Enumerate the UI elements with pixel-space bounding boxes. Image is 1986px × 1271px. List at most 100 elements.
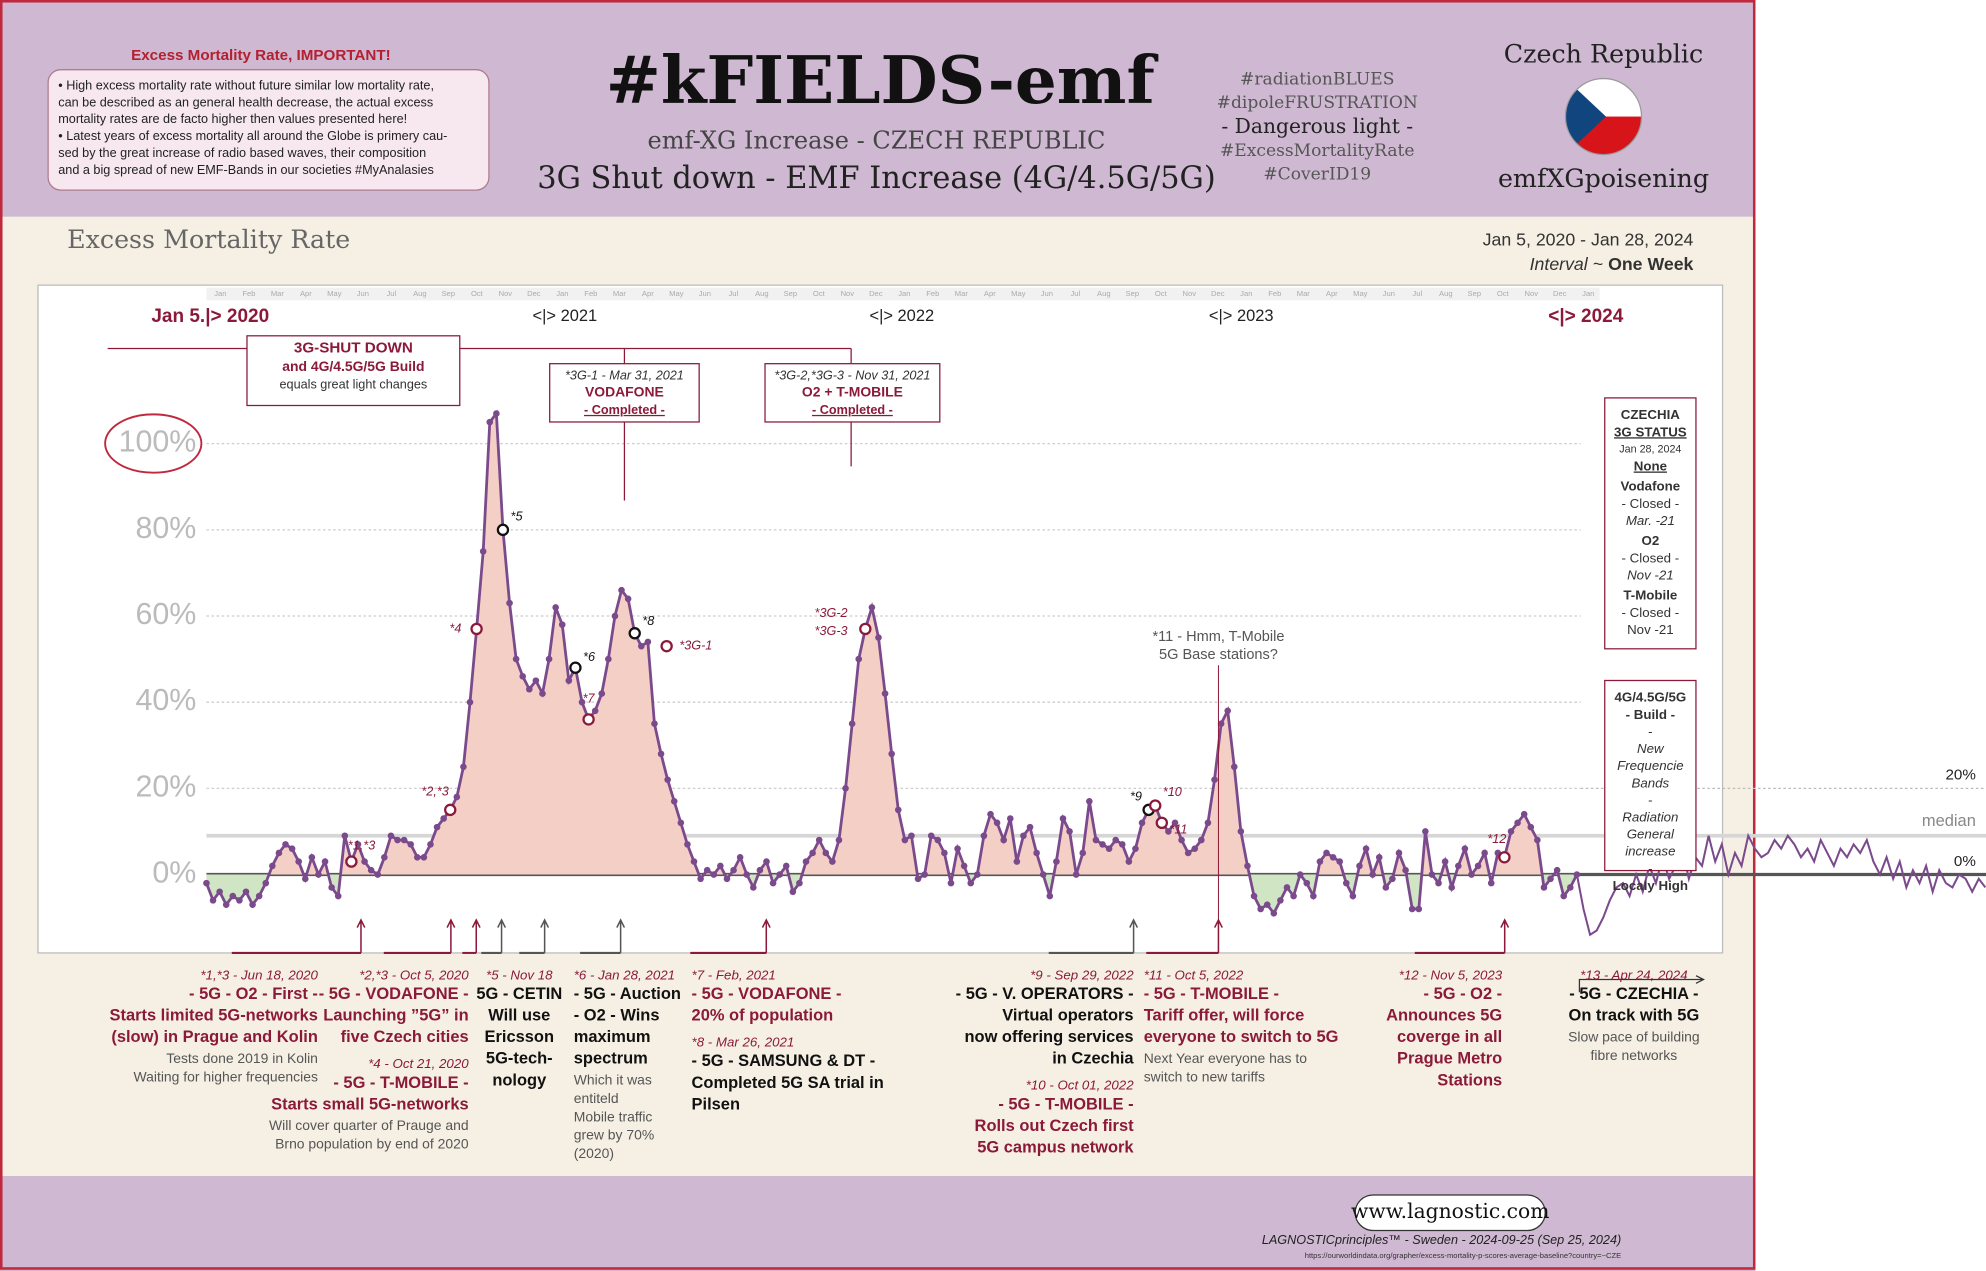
point: [1375, 853, 1383, 861]
point: [407, 841, 414, 848]
point: [427, 841, 434, 848]
point: [532, 677, 540, 684]
event-line: - 5G - T-MOBILE -: [998, 1095, 1133, 1113]
side-box-line: increase: [1625, 844, 1675, 859]
event-line: entiteld: [574, 1090, 619, 1106]
point: [1402, 866, 1409, 874]
event-line: Tariff offer, will force: [1144, 1007, 1305, 1025]
point: [1020, 832, 1027, 840]
event-line: *1,*3 - Jun 18, 2020: [200, 967, 318, 982]
month-label: Mar: [955, 289, 969, 298]
point: [1435, 879, 1442, 887]
point: [229, 892, 237, 900]
side-box-line: Frequencie: [1617, 758, 1684, 773]
point: [1283, 884, 1291, 891]
year-label: <|> 2022: [869, 307, 934, 325]
hashtag: #CoverID19: [1263, 165, 1371, 185]
event-line: Slow pace of building: [1568, 1029, 1700, 1045]
point: [875, 634, 882, 641]
point: [1198, 836, 1205, 844]
y-tick-label: 20%: [136, 769, 197, 803]
event-arrow: [616, 918, 626, 953]
event-line: *4 - Oct 21, 2020: [368, 1056, 469, 1071]
event-line: - 5G - Auction: [574, 985, 681, 1003]
side-box-line: - Build -: [1626, 707, 1675, 722]
side-box-line: -: [1648, 724, 1652, 739]
point: [1527, 823, 1535, 831]
point: [466, 698, 474, 706]
month-label: Jun: [1041, 289, 1053, 298]
event-line: Will use: [488, 1007, 550, 1025]
month-label: Jan: [214, 289, 226, 298]
box-line: 3G-SHUT DOWN: [294, 339, 413, 356]
month-label: Oct: [471, 289, 484, 298]
point: [1046, 892, 1054, 900]
point: [1415, 905, 1423, 913]
box-line: and 4G/4.5G/5G Build: [282, 358, 424, 374]
point: [1468, 871, 1475, 878]
event-line: - 5G - V. OPERATORS -: [956, 985, 1134, 1003]
point: [782, 862, 790, 870]
side-box-line: Mar. -21: [1626, 513, 1675, 528]
point: [222, 901, 230, 908]
month-label: Mar: [613, 289, 627, 298]
point: [1455, 862, 1462, 870]
point: [249, 901, 256, 908]
point: [262, 879, 270, 887]
point: [1039, 871, 1047, 878]
event-arrow: [540, 918, 550, 953]
interval-prefix: Interval ~: [1530, 254, 1603, 274]
point: [987, 810, 994, 818]
point-note: *10: [1163, 785, 1182, 799]
month-label: Oct: [813, 289, 826, 298]
highlight-point: [1155, 816, 1169, 830]
notice-line: and a big spread of new EMF-Bands in our…: [58, 163, 434, 177]
credit: LAGNOSTICprinciples™ - Sweden - 2024-09-…: [1262, 1233, 1621, 1247]
y-tick-label: 60%: [136, 597, 197, 631]
point: [829, 858, 836, 865]
point: [1086, 797, 1093, 805]
side-box-line: CZECHIA: [1621, 407, 1680, 422]
hashtag: #dipoleFRUSTRATION: [1217, 93, 1418, 113]
point: [334, 892, 342, 900]
event-line: Pilsen: [692, 1095, 740, 1113]
highlight-ellipse: [104, 413, 203, 474]
point: [776, 871, 783, 878]
point: [341, 832, 349, 840]
point: [1224, 707, 1231, 715]
point: [1290, 892, 1297, 900]
event-arrow: [356, 918, 366, 953]
event-line: *8 - Mar 26, 2021: [692, 1034, 795, 1049]
interval-value: One Week: [1608, 254, 1693, 274]
highlight-point: [569, 661, 582, 674]
highlight-point: [345, 855, 358, 868]
point: [1059, 815, 1067, 822]
point: [743, 871, 751, 878]
event-line: Rolls out Czech first: [975, 1117, 1135, 1135]
point: [1079, 849, 1087, 857]
point: [1389, 875, 1396, 883]
event-line: Waiting for higher frequencies: [134, 1068, 318, 1084]
event-line: in Czechia: [1052, 1050, 1134, 1068]
point: [1165, 828, 1172, 835]
point-note: *1,*3: [348, 839, 375, 853]
event-line: *9 - Sep 29, 2022: [1030, 967, 1134, 982]
subtitle: emf-XG Increase - CZECH REPUBLIC: [648, 126, 1106, 154]
point: [578, 698, 586, 706]
event-line: nology: [492, 1071, 547, 1089]
event-arrow: [1129, 918, 1139, 953]
point: [723, 875, 731, 883]
point: [512, 655, 520, 663]
point: [756, 866, 764, 874]
event-line: maximum: [574, 1028, 651, 1046]
point: [1112, 836, 1119, 844]
point: [1217, 720, 1225, 728]
event-line: Completed 5G SA trial in: [692, 1074, 884, 1092]
side-box-line: 4G/4.5G/5G: [1615, 690, 1687, 705]
event-line: Will cover quarter of Prauge and: [269, 1117, 469, 1133]
event-line: - 5G - T-MOBILE -: [333, 1074, 468, 1092]
point: [301, 875, 309, 883]
y-tick-label: 100%: [119, 425, 197, 459]
point: [848, 720, 856, 728]
